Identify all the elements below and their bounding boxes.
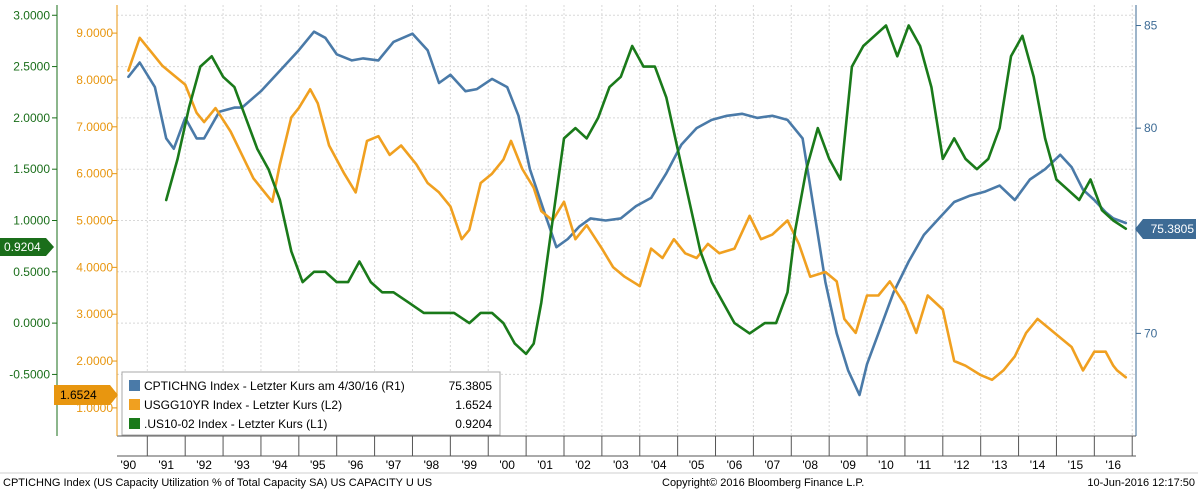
x-tick-label: '07: [765, 458, 781, 472]
x-tick-label: '04: [651, 458, 667, 472]
l1-tick-label: 2.0000: [13, 111, 50, 125]
right-value-tag-bg: [1135, 219, 1196, 239]
l2-tick-label: 7.0000: [76, 120, 113, 134]
x-tick-label: '11: [916, 458, 931, 472]
legend-label-us1002: .US10-02 Index - Letzter Kurs (L1): [144, 417, 327, 431]
x-tick-label: '13: [992, 458, 1008, 472]
x-tick-label: '08: [802, 458, 818, 472]
x-tick-label: '96: [348, 458, 364, 472]
x-tick-label: '06: [727, 458, 743, 472]
x-tick-label: '91: [158, 458, 174, 472]
legend-value-us1002: 0.9204: [455, 417, 492, 431]
legend-label-usgg: USGG10YR Index - Letzter Kurs (L2): [144, 398, 342, 412]
legend-box: [121, 371, 501, 436]
footer: CPTICHNG Index (US Capacity Utilization …: [0, 472, 1198, 489]
x-tick-label: '09: [840, 458, 856, 472]
r1-tick-label: 70: [1144, 326, 1158, 340]
legend: CPTICHNG Index - Letzter Kurs am 4/30/16…: [121, 371, 501, 436]
r1-tick-label: 85: [1144, 19, 1158, 33]
x-tick-label: '94: [272, 458, 288, 472]
x-tick-label: '95: [310, 458, 326, 472]
x-tick-label: '92: [196, 458, 212, 472]
legend-swatch-cpt: [129, 380, 140, 391]
l2-tick-label: 4.0000: [76, 260, 113, 274]
footer-copyright: Copyright© 2016 Bloomberg Finance L.P.: [662, 477, 864, 489]
legend-value-cpt: 75.3805: [449, 379, 493, 393]
left-green-tag: 0.9204: [4, 240, 41, 254]
legend-value-usgg: 1.6524: [455, 398, 492, 412]
legend-label-cpt: CPTICHNG Index - Letzter Kurs am 4/30/16…: [144, 379, 405, 393]
l1-tick-label: 1.0000: [13, 214, 50, 228]
x-tick-label: '90: [121, 458, 137, 472]
x-tick-label: '97: [386, 458, 402, 472]
l2-tick-label: 5.0000: [76, 214, 113, 228]
l2-tick-label: 9.0000: [76, 26, 113, 40]
footer-timestamp: 10-Jun-2016 12:17:50: [1087, 477, 1195, 489]
l1-tick-label: 3.0000: [13, 8, 50, 22]
x-tick-label: '15: [1068, 458, 1084, 472]
l1-tick-label: -0.5000: [9, 367, 50, 381]
x-tick-label: '02: [575, 458, 591, 472]
legend-swatch-us1002: [129, 418, 140, 429]
x-tick-label: '03: [613, 458, 629, 472]
footer-source: CPTICHNG Index (US Capacity Utilization …: [3, 477, 432, 489]
l1-tick-label: 1.5000: [13, 162, 50, 176]
x-tick-label: '98: [424, 458, 440, 472]
x-tick-label: '01: [537, 458, 553, 472]
value-tags: 75.3805 0.9204 1.6524: [0, 219, 1196, 405]
x-tick-label: '16: [1105, 458, 1121, 472]
l1-tick-label: 0.5000: [13, 265, 50, 279]
l2-tick-label: 6.0000: [76, 167, 113, 181]
series-line-usgg: [127, 36, 1128, 382]
x-tick-label: '10: [878, 458, 894, 472]
x-tick-label: '05: [689, 458, 705, 472]
x-tick-label: '00: [499, 458, 515, 472]
l2-tick-label: 3.0000: [76, 307, 113, 321]
left-orange-tag-bg: [54, 385, 118, 405]
l1-tick-label: 0.0000: [13, 316, 50, 330]
right-value-tag: 75.3805: [1151, 222, 1195, 236]
series-line-us1002: [164, 24, 1128, 356]
legend-swatch-usgg: [129, 399, 140, 410]
l2-tick-label: 2.0000: [76, 354, 113, 368]
left-green-tag-bg: [0, 238, 54, 256]
x-tick-label: '14: [1030, 458, 1046, 472]
x-tick-label: '99: [461, 458, 477, 472]
l1-tick-label: 2.5000: [13, 60, 50, 74]
x-tick-label: '93: [234, 458, 250, 472]
series-line-cpt: [127, 30, 1128, 397]
x-tick-label: '12: [954, 458, 970, 472]
series: [127, 24, 1128, 397]
r1-tick-label: 80: [1144, 121, 1158, 135]
l2-tick-label: 8.0000: [76, 73, 113, 87]
left-orange-tag: 1.6524: [60, 388, 97, 402]
